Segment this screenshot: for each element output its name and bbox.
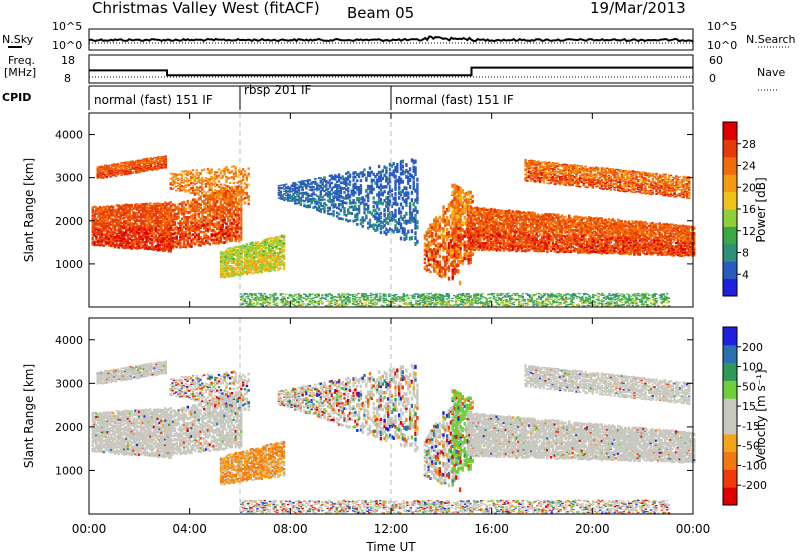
beam-title: Beam 05 — [347, 4, 414, 22]
power-cell — [194, 216, 196, 219]
noise-tick-right-bottom: 10^0 — [707, 39, 737, 52]
power-cell — [166, 207, 168, 210]
noise-tick-left-bottom: 10^0 — [52, 39, 82, 52]
power-cell — [177, 215, 179, 218]
freq-tick-right-bottom: 0 — [709, 72, 716, 85]
power-cell — [187, 240, 189, 243]
power-cell — [185, 204, 187, 207]
power-cell — [187, 200, 189, 203]
power-cell — [179, 241, 181, 244]
nave-label: Nave — [757, 66, 785, 79]
power-cell — [170, 201, 172, 204]
power-cell — [146, 170, 148, 171]
power-cell — [183, 201, 185, 204]
station-title: Christmas Valley West (fitACF) — [92, 0, 320, 17]
radar-summary-plot: Christmas Valley West (fitACF) Beam 05 1… — [0, 0, 800, 554]
power-cell — [166, 209, 168, 212]
power-cell — [129, 212, 131, 215]
nsky-line — [89, 37, 693, 42]
power-cell — [174, 204, 176, 207]
cpid-segment-label-3: normal (fast) 151 IF — [395, 93, 514, 107]
noise-tick-left-top: 10^5 — [52, 20, 82, 33]
power-cell — [131, 204, 133, 207]
date-title: 19/Mar/2013 — [590, 0, 686, 17]
power-cell — [176, 235, 178, 238]
freq-line — [89, 68, 693, 76]
power-data — [92, 113, 696, 307]
power-cell — [117, 163, 119, 164]
freq-tick-right-top: 60 — [709, 54, 723, 67]
power-cell — [155, 234, 157, 237]
freq-tick-left-top: 18 — [61, 54, 75, 67]
noise-series — [89, 37, 693, 44]
power-cell — [165, 229, 167, 232]
power-cell — [165, 155, 167, 156]
power-cell — [185, 208, 187, 211]
power-cell — [120, 175, 122, 176]
power-cell — [112, 206, 114, 208]
power-cell — [95, 235, 97, 237]
freq-panel-frame — [89, 55, 693, 83]
power-cell — [190, 245, 192, 248]
power-cell — [174, 221, 176, 224]
nsky-label: N.Sky — [2, 33, 34, 46]
cpid-segment-label-1: normal (fast) 151 IF — [94, 93, 213, 107]
freq-tick-left-bottom: 8 — [64, 72, 71, 85]
noise-tick-right-top: 10^5 — [707, 20, 737, 33]
power-cell — [149, 202, 151, 205]
power-cell — [174, 223, 176, 226]
cpid-segment-label-2: rbsp 201 IF — [244, 83, 311, 97]
power-cell — [92, 237, 94, 239]
nsearch-label: N.Search — [746, 33, 796, 46]
cpid-label: CPID — [2, 91, 31, 104]
power-cell — [194, 243, 196, 246]
freq-series — [89, 68, 693, 77]
freq-unit-label: [MHz] — [4, 66, 36, 79]
